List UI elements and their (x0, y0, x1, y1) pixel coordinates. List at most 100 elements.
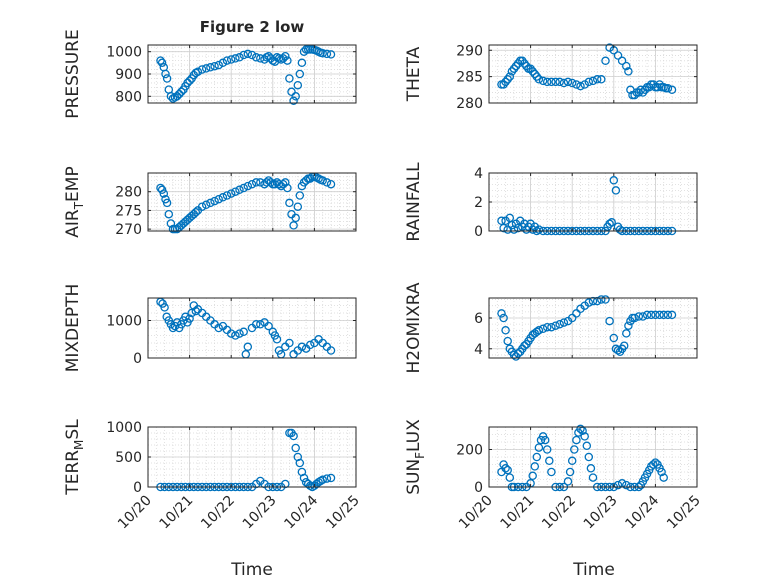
data-point-theta (563, 77, 573, 87)
data-point-h2omixra (584, 298, 594, 307)
y-tick-label: 6 (474, 311, 483, 327)
y-tick-label: 275 (115, 203, 142, 219)
data-point-terr-msl (281, 479, 290, 489)
data-point-mixdepth (185, 314, 194, 323)
data-point-h2omixra (634, 312, 644, 321)
data-point-h2omixra (542, 322, 552, 332)
data-point-air-temp (164, 209, 174, 219)
data-point-sun-flux (505, 473, 515, 482)
data-point-theta (667, 85, 677, 95)
data-point-sun-flux (534, 443, 544, 452)
data-point-air-temp (289, 221, 298, 230)
data-point-sun-flux (586, 464, 596, 473)
data-point-theta (630, 90, 639, 100)
x-tick-label: 10/20 (115, 493, 155, 533)
ylabel-air-temp: AIRTEMP (63, 166, 86, 237)
data-point-air-temp (243, 181, 253, 191)
data-point-theta (551, 77, 560, 87)
data-point-air-temp (239, 183, 248, 193)
data-point-sun-flux (532, 452, 542, 462)
data-point-theta (622, 61, 631, 71)
data-point-sun-flux (580, 432, 589, 441)
data-point-mixdepth (297, 342, 307, 352)
data-point-pressure (287, 87, 296, 97)
data-point-air-temp (226, 189, 236, 198)
data-point-sun-flux (565, 467, 575, 477)
data-point-pressure (285, 74, 294, 83)
data-point-rainfall (509, 225, 519, 234)
data-point-h2omixra (497, 309, 506, 318)
data-point-h2omixra (642, 310, 652, 320)
data-point-h2omixra (538, 324, 548, 334)
data-point-h2omixra (501, 326, 510, 335)
y-tick-label: 200 (456, 443, 483, 459)
y-tick-label: 285 (456, 70, 483, 86)
ylabel-pressure: PRESSURE (63, 29, 83, 118)
data-point-pressure (174, 89, 184, 99)
y-tick-label: 800 (115, 89, 142, 105)
y-tick-label: 0 (133, 480, 142, 496)
xlabel-left: Time (230, 560, 273, 580)
x-tick-label: 10/23 (581, 493, 621, 533)
data-point-rainfall (505, 213, 515, 223)
data-point-air-temp (256, 178, 265, 187)
data-point-mixdepth (160, 303, 169, 312)
data-point-h2omixra (605, 316, 614, 326)
data-point-theta (567, 78, 577, 88)
ylabel-h2omixra: H2OMIXRA (404, 282, 424, 373)
data-point-h2omixra (659, 310, 668, 320)
panel-sun-flux: 0 200 10/20 10/21 10/22 10/23 10/24 10/25 SUNFLU… (404, 419, 704, 533)
data-point-h2omixra (567, 313, 577, 323)
data-point-h2omixra (655, 310, 664, 320)
data-point-theta (624, 67, 633, 76)
data-point-rainfall (497, 216, 506, 226)
data-point-theta (663, 83, 673, 93)
data-point-mixdepth (239, 327, 248, 337)
data-point-theta (547, 77, 556, 87)
data-point-air-temp (197, 202, 207, 211)
data-point-pressure (235, 53, 244, 62)
data-point-pressure (293, 80, 303, 90)
data-point-pressure (239, 50, 248, 60)
data-point-sun-flux (613, 480, 623, 490)
data-point-rainfall (607, 218, 616, 227)
x-tick-label: 10/20 (456, 493, 496, 533)
data-point-pressure (218, 58, 228, 68)
data-point-h2omixra (513, 349, 523, 358)
data-point-pressure (214, 60, 223, 70)
y-tick-label: 900 (115, 67, 142, 83)
data-point-h2omixra (622, 329, 631, 338)
data-point-mixdepth (243, 342, 253, 352)
data-point-h2omixra (547, 322, 556, 332)
data-point-air-temp (214, 194, 223, 204)
data-point-air-temp (247, 179, 257, 189)
data-point-pressure (156, 56, 165, 65)
data-point-sun-flux (582, 441, 592, 451)
data-point-pressure (251, 53, 261, 62)
data-point-air-temp (281, 178, 290, 187)
data-point-sun-flux (570, 445, 579, 454)
data-point-sun-flux (588, 473, 598, 482)
data-point-air-temp (191, 208, 201, 217)
data-point-pressure (278, 54, 288, 63)
data-point-mixdepth (264, 321, 273, 331)
data-point-sun-flux (567, 456, 577, 466)
data-point-sun-flux (659, 473, 668, 482)
data-point-air-temp (305, 174, 315, 183)
data-point-pressure (162, 74, 172, 83)
data-point-sun-flux (540, 435, 550, 445)
data-point-air-temp (235, 185, 244, 195)
data-point-air-temp (222, 191, 232, 200)
y-tick-label: 4 (474, 166, 483, 182)
data-point-rainfall (615, 225, 625, 234)
x-tick-label: 10/23 (240, 493, 280, 533)
data-point-sun-flux (622, 480, 631, 490)
data-point-pressure (289, 96, 298, 106)
x-tick-label: 10/22 (539, 493, 579, 533)
data-point-theta (520, 59, 529, 68)
data-point-mixdepth (181, 312, 190, 322)
x-tick-label: 10/21 (157, 493, 197, 533)
data-point-theta (613, 51, 623, 60)
x-tick-label: 10/25 (323, 493, 363, 533)
